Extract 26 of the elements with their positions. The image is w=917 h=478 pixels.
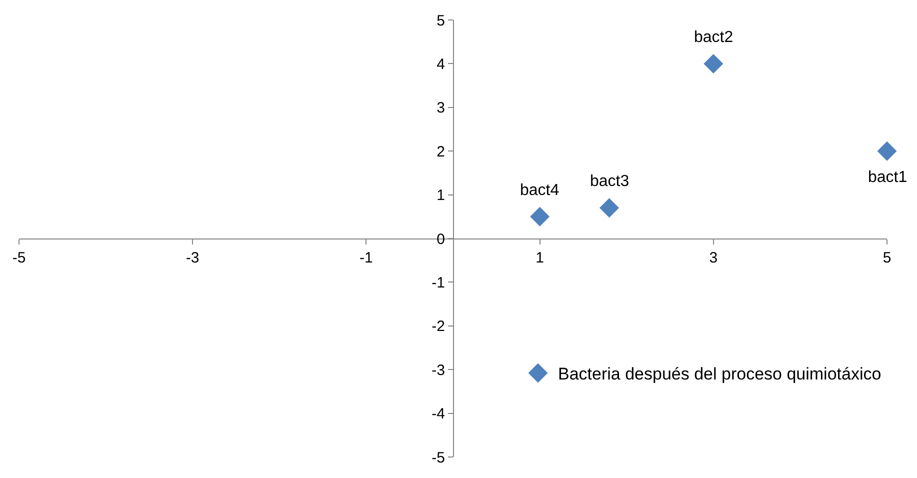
y-tick-label: -5 [432, 449, 445, 466]
y-tick-label: 5 [436, 12, 445, 30]
y-tick-label: -4 [432, 406, 445, 423]
point [704, 54, 724, 74]
x-tick-label: -5 [12, 250, 26, 266]
y-tick-label: -3 [432, 362, 445, 379]
point [877, 141, 897, 161]
y-tick-label: -1 [432, 274, 445, 292]
y-tick-label: -2 [432, 318, 445, 336]
x-tick-label: -1 [360, 250, 373, 266]
legend-label: Bacteria después del proceso quimiotáxico [558, 364, 882, 384]
y-tick-label: 4 [436, 56, 445, 73]
x-tick-label: 1 [536, 250, 544, 266]
annotation: bact1 [868, 169, 908, 186]
annotation: bact2 [694, 29, 734, 46]
y-tick-label: 3 [436, 100, 445, 117]
x-tick-label: 5 [882, 250, 892, 266]
point [530, 206, 550, 226]
point [599, 198, 619, 218]
y-tick-label: 1 [436, 187, 445, 204]
annotation: bact4 [520, 182, 560, 199]
y-tick-label: 2 [436, 143, 445, 160]
x-tick-label: -3 [186, 250, 200, 266]
annotation: bact3 [590, 173, 630, 190]
x-tick-label: 3 [709, 250, 718, 266]
y-tick-label: 0 [436, 230, 445, 248]
